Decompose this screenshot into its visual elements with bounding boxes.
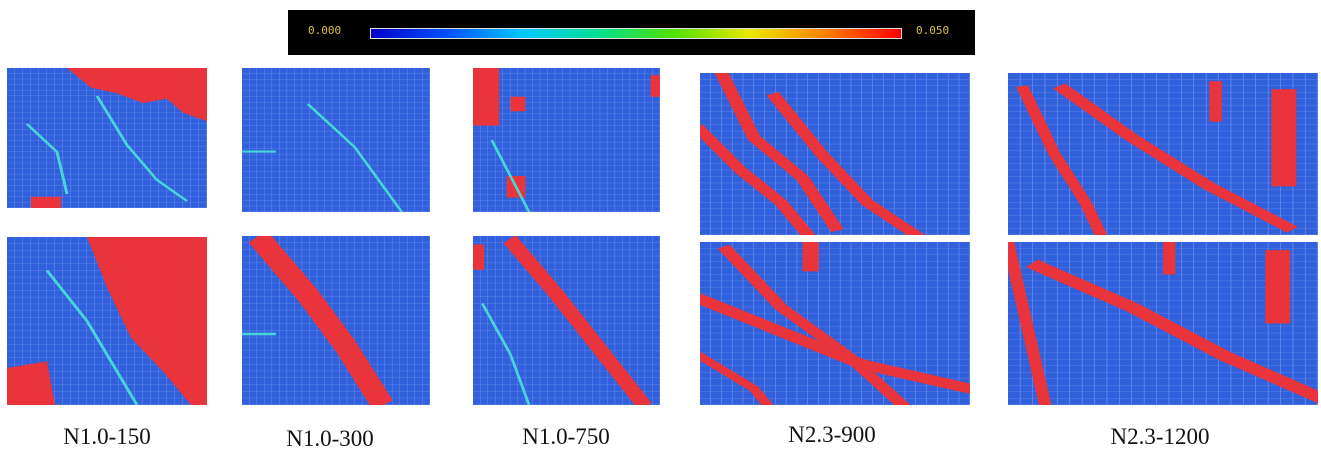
colorbar-min: 0.000 (308, 24, 342, 37)
strain-map (242, 236, 430, 405)
colorbar: 0.000 0.050 (288, 10, 975, 55)
strain-map (1008, 242, 1318, 405)
strain-map (7, 237, 207, 405)
panel-label: N1.0-150 (63, 424, 151, 449)
strain-map (7, 68, 207, 208)
strain-map (700, 73, 970, 235)
colorbar-max: 0.050 (916, 24, 950, 37)
strain-map (700, 242, 970, 405)
strain-map (1008, 73, 1318, 235)
panel-label: N2.3-900 (788, 422, 876, 447)
panel-label: N2.3-1200 (1110, 424, 1210, 449)
strain-map (473, 68, 660, 212)
strain-map (242, 68, 430, 212)
strain-map (473, 236, 660, 405)
panel-label: N1.0-300 (286, 426, 374, 451)
panel-label: N1.0-750 (522, 424, 610, 449)
colorbar-gradient (370, 28, 902, 39)
